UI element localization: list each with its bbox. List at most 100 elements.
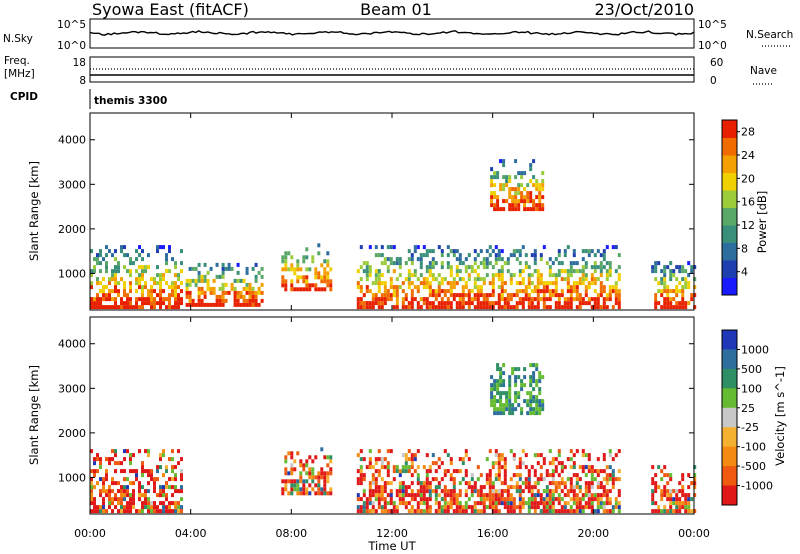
echo-cell <box>120 305 123 310</box>
echo-cell <box>371 493 375 498</box>
echo-cell <box>144 301 147 306</box>
echo-cell <box>502 403 506 408</box>
echo-cell <box>593 281 597 286</box>
echo-cell <box>281 259 285 264</box>
echo-cell <box>203 262 207 267</box>
echo-cell <box>126 293 129 298</box>
echo-cell <box>177 297 180 302</box>
echo-cell <box>557 501 561 506</box>
echo-cell <box>693 277 697 282</box>
echo-cell <box>533 485 537 490</box>
echo-cell <box>117 481 120 486</box>
echo-cell <box>135 289 138 294</box>
echo-cell <box>539 473 543 478</box>
echo-cell <box>494 489 498 494</box>
echo-cell <box>509 293 513 298</box>
echo-cell <box>299 471 303 476</box>
echo-cell <box>496 363 500 368</box>
echo-cell <box>120 245 123 250</box>
echo-cell <box>117 497 120 502</box>
echo-cell <box>105 253 108 258</box>
echo-cell <box>596 505 600 510</box>
echo-cell <box>554 469 558 474</box>
velocity-colorbar-tick-label: 25 <box>741 402 755 415</box>
echo-cell <box>383 505 387 510</box>
echo-cell <box>437 501 441 506</box>
echo-cell <box>575 305 579 310</box>
echo-cell <box>608 509 612 514</box>
echo-cell <box>311 255 315 260</box>
echo-cell <box>305 267 309 272</box>
echo-cell <box>551 509 555 514</box>
echo-cell <box>174 485 177 490</box>
echo-cell <box>467 481 471 486</box>
echo-cell <box>93 473 96 478</box>
echo-cell <box>185 282 189 287</box>
echo-cell <box>539 493 543 498</box>
echo-cell <box>138 277 141 282</box>
echo-cell <box>117 509 120 514</box>
echo-cell <box>317 251 321 256</box>
echo-cell <box>200 302 204 307</box>
echo-cell <box>599 289 603 294</box>
echo-cell <box>551 473 555 478</box>
echo-cell <box>371 281 375 286</box>
echo-cell <box>590 497 594 502</box>
echo-cell <box>530 493 534 498</box>
y-tick-label: 1000 <box>58 471 86 484</box>
echo-cell <box>368 501 372 506</box>
echo-cell <box>254 302 258 307</box>
echo-cell <box>551 457 555 462</box>
echo-cell <box>496 379 500 384</box>
echo-cell <box>503 489 507 494</box>
echo-cell <box>461 457 465 462</box>
echo-cell <box>117 293 120 298</box>
echo-cell <box>497 473 501 478</box>
echo-cell <box>532 379 536 384</box>
echo-cell <box>578 477 582 482</box>
echo-cell <box>663 489 667 494</box>
echo-cell <box>132 453 135 458</box>
echo-cell <box>493 383 497 388</box>
echo-cell <box>578 465 582 470</box>
echo-cell <box>566 273 570 278</box>
echo-cell <box>617 477 621 482</box>
echo-cell <box>536 285 540 290</box>
echo-cell <box>551 281 555 286</box>
echo-cell <box>500 289 504 294</box>
echo-cell <box>660 305 664 310</box>
echo-cell <box>215 298 219 303</box>
echo-cell <box>171 465 174 470</box>
echo-cell <box>317 471 321 476</box>
echo-cell <box>425 285 429 290</box>
echo-cell <box>508 403 512 408</box>
echo-cell <box>497 269 501 274</box>
echo-cell <box>581 281 585 286</box>
echo-cell <box>389 481 393 486</box>
echo-cell <box>461 261 465 266</box>
echo-cell <box>533 249 537 254</box>
echo-cell <box>135 297 138 302</box>
echo-cell <box>599 469 603 474</box>
echo-cell <box>497 277 501 282</box>
echo-cell <box>221 290 225 295</box>
echo-cell <box>105 293 108 298</box>
echo-cell <box>446 265 450 270</box>
echo-cell <box>165 281 168 286</box>
echo-cell <box>377 473 381 478</box>
velocity-colorbar-swatch <box>722 466 737 487</box>
echo-cell <box>526 207 530 212</box>
echo-cell <box>416 257 420 262</box>
echo-cell <box>532 175 536 180</box>
echo-cell <box>446 453 450 458</box>
echo-cell <box>135 281 138 286</box>
echo-cell <box>533 257 537 262</box>
echo-cell <box>494 493 498 498</box>
echo-cell <box>108 249 111 254</box>
echo-cell <box>389 277 393 282</box>
echo-cell <box>308 483 312 488</box>
echo-cell <box>614 293 618 298</box>
echo-cell <box>126 253 129 258</box>
echo-cell <box>455 265 459 270</box>
echo-cell <box>455 469 459 474</box>
